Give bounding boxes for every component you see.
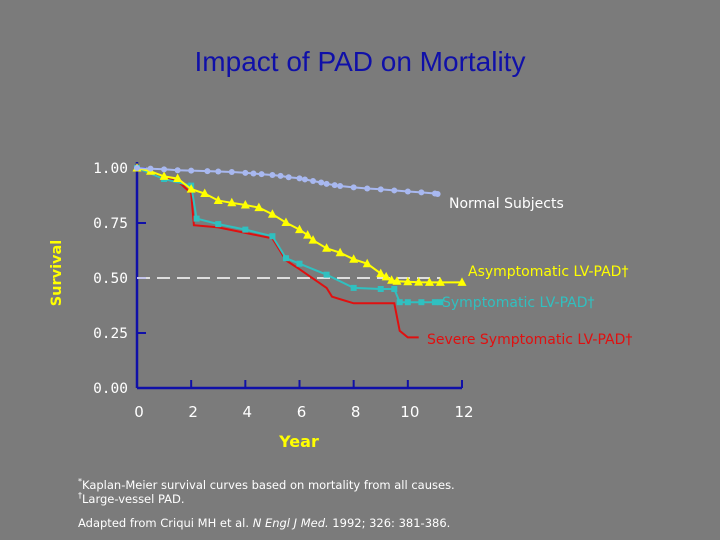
symptomatic-lv-pad-point bbox=[215, 221, 222, 228]
normal-subjects-point bbox=[331, 182, 338, 189]
symptomatic-lv-pad-point bbox=[396, 299, 403, 306]
symptomatic-lv-pad-point bbox=[391, 286, 398, 292]
asymptomatic-lv-pad-point bbox=[425, 277, 434, 286]
symptomatic-lv-pad-point bbox=[377, 286, 384, 292]
normal-subjects-point bbox=[323, 180, 330, 187]
asymptomatic-lv-pad-point bbox=[213, 195, 223, 205]
x-tick-label: 12 bbox=[454, 403, 473, 421]
x-tick-label: 4 bbox=[243, 403, 253, 421]
normal-subjects-point bbox=[204, 168, 211, 175]
asymptomatic-lv-pad-point bbox=[322, 243, 332, 252]
citation-prefix: Adapted from Criqui MH et al. bbox=[78, 516, 253, 530]
symptomatic-lv-pad-point bbox=[193, 215, 200, 222]
symptomatic-lv-pad-point bbox=[282, 255, 289, 262]
asymptomatic-lv-pad-point bbox=[376, 268, 386, 278]
normal-subjects-point bbox=[391, 187, 398, 194]
asymptomatic-lv-pad-point bbox=[381, 271, 391, 281]
normal-subjects-point bbox=[277, 172, 284, 179]
symptomatic-lv-pad-point bbox=[350, 284, 357, 291]
normal-subjects-point bbox=[350, 184, 357, 191]
x-tick-label: 0 bbox=[134, 403, 144, 421]
slide-title: Impact of PAD on Mortality bbox=[194, 46, 526, 77]
footnote-line1: Kaplan-Meier survival curves based on mo… bbox=[82, 477, 455, 492]
normal-subjects-point bbox=[134, 165, 140, 171]
footnote-line2: Large-vessel PAD. bbox=[82, 491, 185, 506]
asymptomatic-lv-pad-point bbox=[186, 184, 196, 193]
asymptomatic-lv-pad-point bbox=[349, 254, 359, 263]
footnote-kaplan-meier: *Kaplan-Meier survival curves based on m… bbox=[78, 477, 455, 492]
normal-subjects-point bbox=[301, 176, 308, 183]
normal-subjects-point bbox=[285, 174, 292, 181]
x-tick-label: 6 bbox=[297, 403, 307, 421]
asymptomatic-lv-pad-point bbox=[308, 235, 318, 244]
symptomatic-lv-pad-point bbox=[418, 299, 425, 306]
normal-subjects-point bbox=[269, 172, 276, 179]
asymptomatic-lv-pad-point bbox=[457, 277, 467, 286]
normal-subjects-point bbox=[250, 170, 257, 177]
asymptomatic-lv-pad-point bbox=[173, 173, 183, 183]
label-normal-subjects: Normal Subjects bbox=[449, 196, 564, 212]
normal-subjects-point bbox=[318, 179, 325, 186]
asymptomatic-lv-pad-point bbox=[227, 197, 237, 207]
normal-subjects-point bbox=[188, 167, 195, 174]
asymptomatic-lv-pad-point bbox=[281, 217, 291, 227]
survival-chart: 0.00 0.25 0.50 0.75 1.00 0 2 4 6 8 10 12 Year Surviva… bbox=[49, 161, 632, 451]
x-tick-label: 10 bbox=[400, 403, 419, 421]
normal-subjects-point bbox=[337, 183, 344, 190]
y-tick-label: 0.50 bbox=[93, 271, 128, 287]
symptomatic-lv-pad-point bbox=[269, 233, 276, 240]
symptomatic-lv-pad-point bbox=[404, 299, 411, 306]
x-axis-label: Year bbox=[278, 432, 319, 451]
normal-subjects-point bbox=[404, 188, 411, 195]
footnote-large-vessel: †Large-vessel PAD. bbox=[78, 491, 185, 506]
asymptomatic-lv-pad-point bbox=[435, 277, 445, 286]
y-axis-label: Survival bbox=[49, 240, 65, 307]
y-tick-label: 1.00 bbox=[93, 161, 128, 177]
x-tick-label: 8 bbox=[351, 403, 361, 421]
asymptomatic-lv-pad-point bbox=[303, 230, 313, 239]
normal-subjects-point bbox=[310, 177, 317, 184]
normal-subjects-point bbox=[174, 167, 181, 174]
y-tick-label: 0.75 bbox=[93, 216, 128, 232]
normal-subjects-point bbox=[215, 168, 222, 175]
asymptomatic-lv-pad-point bbox=[159, 171, 169, 180]
symptomatic-lv-pad-point bbox=[437, 299, 444, 306]
asymptomatic-lv-pad-point bbox=[403, 276, 413, 286]
asymptomatic-lv-pad-point bbox=[387, 275, 397, 284]
asymptomatic-lv-pad-point bbox=[335, 247, 345, 257]
normal-subjects-point bbox=[296, 175, 303, 182]
label-severe-symptomatic-lv-pad: Severe Symptomatic LV-PAD† bbox=[427, 332, 632, 348]
symptomatic-lv-pad-point bbox=[323, 271, 330, 278]
asymptomatic-lv-pad-point bbox=[295, 224, 304, 234]
normal-subjects-point bbox=[161, 166, 168, 173]
asymptomatic-lv-pad-point bbox=[254, 202, 264, 212]
asymptomatic-lv-pad-point bbox=[414, 277, 424, 286]
normal-subjects-point bbox=[228, 168, 235, 175]
asymptomatic-lv-pad-point bbox=[362, 258, 372, 268]
y-tick-label: 0.25 bbox=[93, 326, 128, 342]
citation-suffix: 1992; 326: 381-386. bbox=[328, 516, 451, 530]
symptomatic-lv-pad-point bbox=[242, 226, 249, 233]
symptomatic-lv-pad-point bbox=[296, 260, 303, 267]
normal-subjects-point bbox=[434, 190, 441, 197]
y-tick-label: 0.00 bbox=[93, 381, 128, 397]
citation: Adapted from Criqui MH et al. N Engl J M… bbox=[78, 516, 450, 530]
normal-subjects-point bbox=[377, 186, 384, 193]
normal-subjects-point bbox=[418, 189, 425, 196]
normal-subjects-point bbox=[147, 165, 154, 172]
normal-subjects-point bbox=[242, 169, 249, 176]
symptomatic-lv-pad-point bbox=[431, 299, 438, 306]
asymptomatic-lv-pad-point bbox=[240, 199, 250, 209]
label-asymptomatic-lv-pad: Asymptomatic LV-PAD† bbox=[468, 264, 628, 280]
asymptomatic-lv-pad-point bbox=[267, 209, 277, 218]
label-symptomatic-lv-pad: Symptomatic LV-PAD† bbox=[442, 295, 594, 311]
citation-journal: N Engl J Med. bbox=[252, 516, 329, 530]
asymptomatic-lv-pad-point bbox=[392, 276, 402, 285]
severe-symptomatic-lv-pad-curve bbox=[136, 167, 419, 339]
asymptomatic-lv-pad-point bbox=[200, 188, 210, 198]
x-tick-label: 2 bbox=[188, 403, 198, 421]
normal-subjects-point bbox=[364, 185, 371, 192]
normal-subjects-point bbox=[258, 171, 265, 178]
